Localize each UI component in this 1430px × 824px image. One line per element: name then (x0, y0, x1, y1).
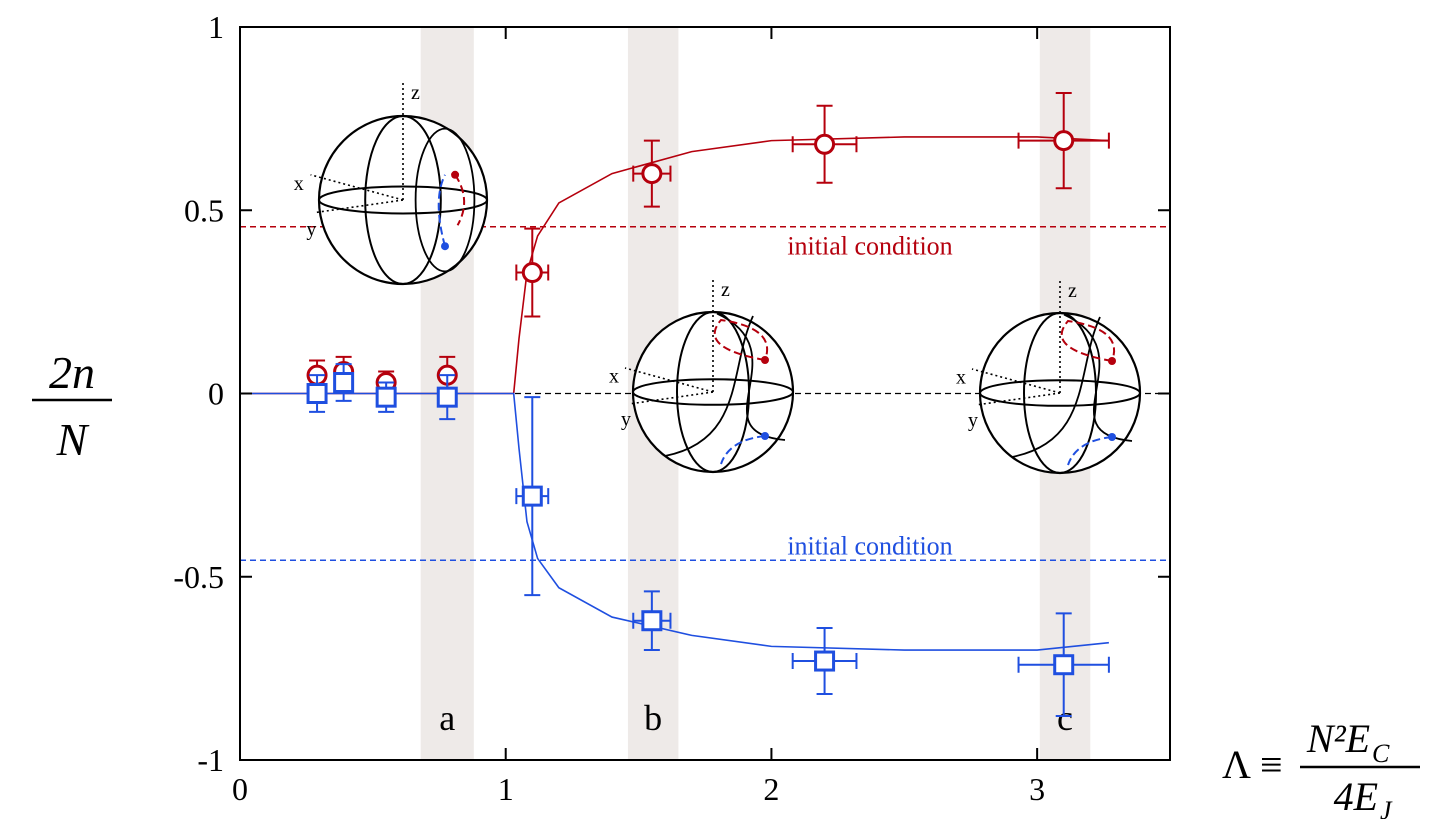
point (335, 374, 353, 392)
x-label-denominator-sub: J (1380, 796, 1393, 819)
point (1055, 656, 1073, 674)
point (1055, 132, 1073, 150)
x-tick-label: 2 (763, 771, 779, 807)
state-dot (761, 356, 769, 364)
y-label-numerator: 2n (49, 347, 95, 398)
band-label: c (1057, 698, 1073, 738)
chart: a b c initial condition initial condition z x… (0, 0, 1430, 819)
point (523, 487, 541, 505)
x-label-denominator: 4E (1334, 774, 1378, 819)
state-dot (1108, 357, 1116, 365)
state-dot (761, 432, 769, 440)
y-tick-label: 0 (208, 376, 224, 412)
x-label-numerator-sub: C (1372, 739, 1390, 768)
point (643, 612, 661, 630)
axis-letter: y (306, 218, 316, 240)
x-label-numerator: N²E (1306, 716, 1370, 761)
y-label-denominator: N (56, 414, 90, 465)
axis-letter: x (294, 173, 304, 195)
y-tick-label: -1 (197, 742, 224, 778)
x-tick-label: 1 (498, 771, 514, 807)
x-tick-label: 3 (1029, 771, 1045, 807)
y-tick-label: -0.5 (173, 559, 224, 595)
point (816, 652, 834, 670)
state-dot (451, 171, 459, 179)
reference-label: initial condition (787, 531, 952, 560)
axis-letter: z (1068, 280, 1077, 302)
y-tick-label: 0.5 (184, 192, 224, 228)
axis-letter: z (721, 279, 730, 301)
x-tick-label: 0 (232, 771, 248, 807)
axis-letter: z (411, 82, 420, 104)
axis-letter: x (609, 365, 619, 387)
axis-letter: x (956, 366, 966, 388)
point (377, 388, 395, 406)
x-label-lhs: Λ ≡ (1222, 742, 1283, 787)
state-dot (441, 242, 449, 250)
y-tick-label: 1 (208, 9, 224, 45)
band-label: b (644, 698, 662, 738)
point (308, 385, 326, 403)
reference-label: initial condition (787, 232, 952, 261)
point (816, 135, 834, 153)
band-label: a (439, 698, 455, 738)
state-dot (1108, 433, 1116, 441)
axis-letter: y (968, 410, 978, 432)
point (438, 388, 456, 406)
point (523, 264, 541, 282)
axis-letter: y (621, 409, 631, 431)
point (643, 165, 661, 183)
